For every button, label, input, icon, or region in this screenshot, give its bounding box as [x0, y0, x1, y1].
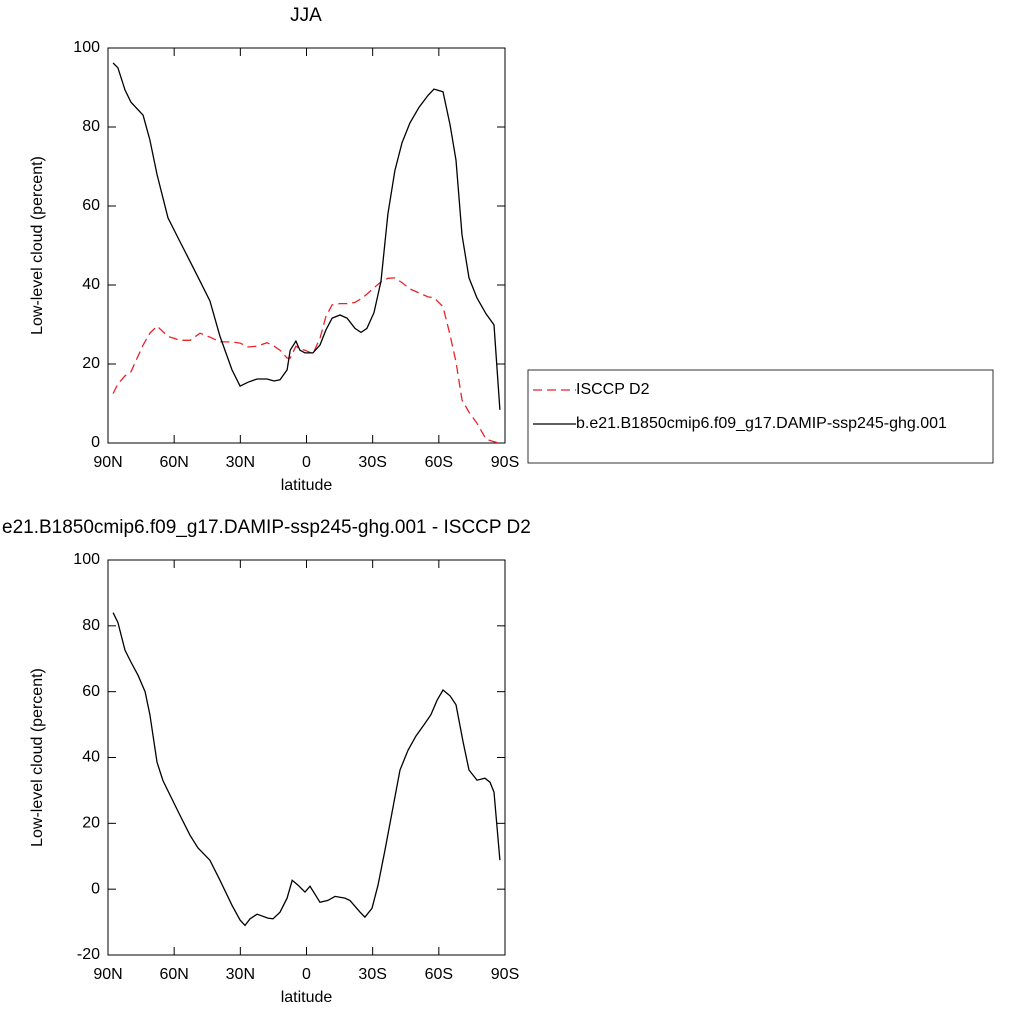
y-tick-label: 80	[82, 118, 100, 135]
data-line	[112, 62, 501, 410]
x-tick-label: 30S	[358, 454, 386, 471]
x-tick-label: 60S	[425, 454, 453, 471]
x-tick-label: 0	[302, 454, 311, 471]
y-tick-label: -20	[77, 946, 100, 963]
data-line	[112, 612, 501, 927]
x-tick-label: 60N	[159, 454, 188, 471]
y-tick-label: 100	[73, 551, 100, 568]
x-tick-label: 0	[302, 966, 311, 983]
x-axis-label: latitude	[281, 989, 333, 1006]
x-tick-label: 90S	[491, 966, 519, 983]
plot-frame	[107, 47, 506, 444]
x-tick-label: 90S	[491, 454, 519, 471]
x-tick-label: 60S	[425, 966, 453, 983]
x-tick-label: 90N	[93, 966, 122, 983]
legend-label: ISCCP D2	[576, 381, 650, 398]
y-tick-label: 60	[82, 683, 100, 700]
chart-title: JJA	[290, 5, 322, 26]
y-tick-label: 0	[91, 434, 100, 451]
chart-title: e21.B1850cmip6.f09_g17.DAMIP-ssp245-ghg.…	[2, 517, 531, 538]
y-tick-label: 0	[91, 880, 100, 897]
y-tick-label: 60	[82, 197, 100, 214]
legend-box	[527, 369, 994, 464]
x-tick-label: 30N	[226, 454, 255, 471]
y-tick-label: 40	[82, 276, 100, 293]
y-tick-label: 20	[82, 355, 100, 372]
x-axis-label: latitude	[281, 477, 333, 494]
y-tick-label: 20	[82, 815, 100, 832]
x-tick-label: 60N	[159, 966, 188, 983]
y-tick-label: 80	[82, 617, 100, 634]
x-tick-label: 90N	[93, 454, 122, 471]
x-tick-label: 30N	[226, 966, 255, 983]
legend-label: b.e21.B1850cmip6.f09_g17.DAMIP-ssp245-gh…	[576, 415, 947, 432]
y-tick-label: 100	[73, 39, 100, 56]
y-tick-label: 40	[82, 749, 100, 766]
data-line	[112, 277, 501, 444]
x-tick-label: 30S	[358, 966, 386, 983]
y-axis-label: Low-level cloud (percent)	[29, 668, 46, 847]
y-axis-label: Low-level cloud (percent)	[29, 156, 46, 335]
plot-frame	[107, 559, 506, 956]
